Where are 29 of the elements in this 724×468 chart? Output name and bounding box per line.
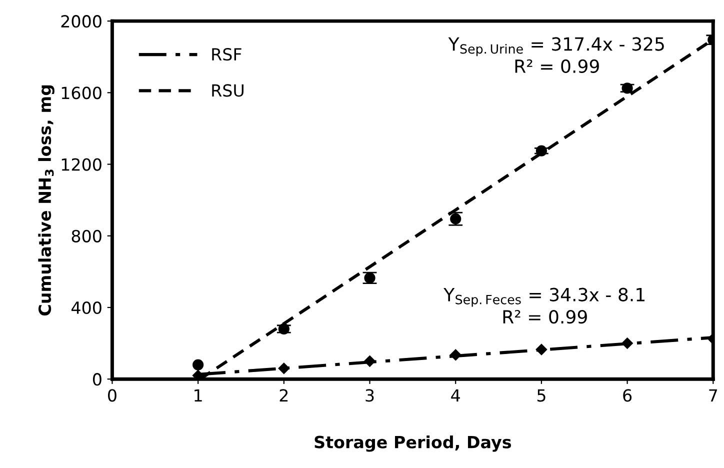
y-tick-label: 1600 (62, 86, 102, 100)
y-tick-label: 0 (92, 373, 102, 386)
point (622, 82, 633, 94)
point (450, 349, 462, 361)
x-tick-label: 2 (280, 389, 288, 402)
y-tick-label: 800 (72, 230, 102, 242)
y-tick-label: 1200 (62, 158, 102, 171)
legend-label: RSU (212, 84, 244, 97)
y-tick-label: 2000 (61, 15, 102, 28)
x-tick-label: 5 (537, 389, 546, 402)
legend-label: RSF (212, 48, 242, 61)
point (536, 344, 548, 356)
x-axis-title: Storage Period, Days (314, 435, 512, 452)
y-tick-label: 400 (72, 301, 102, 314)
point (622, 338, 633, 349)
point (364, 356, 376, 367)
x-tick-label: 1 (194, 389, 202, 402)
annotation: Y$_{Sep.Feces}$ = 34.3x - 8.1 R² = 0.99 (444, 288, 644, 324)
annotation: Y$_{Sep.Urine}$ = 317.4x - 325 R² = 0.99 (448, 37, 664, 74)
x-tick-label: 6 (623, 389, 632, 402)
x-tick-label: 3 (366, 389, 374, 402)
x-tick-label: 7 (709, 389, 718, 402)
point (278, 323, 290, 335)
point (450, 213, 462, 224)
x-tick-label: 0 (108, 389, 116, 402)
y-axis-title: Cumulative NH$_{3}$ loss, mg (38, 85, 54, 316)
point (192, 359, 204, 370)
point (278, 362, 290, 374)
x-tick-label: 4 (451, 389, 460, 402)
